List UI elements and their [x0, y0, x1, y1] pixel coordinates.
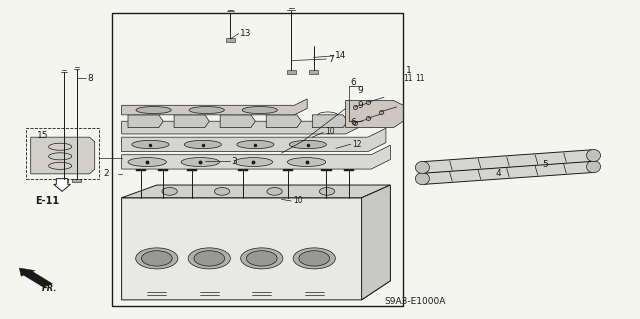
Bar — [158, 167, 168, 171]
Bar — [136, 167, 146, 171]
Text: 9: 9 — [357, 101, 363, 110]
Ellipse shape — [415, 161, 429, 174]
Circle shape — [162, 188, 177, 195]
Bar — [112, 13, 403, 306]
Ellipse shape — [181, 158, 220, 167]
Circle shape — [136, 248, 178, 269]
Text: 11: 11 — [415, 74, 424, 83]
Text: 9: 9 — [357, 86, 363, 95]
Polygon shape — [122, 145, 390, 169]
Text: 6: 6 — [350, 118, 356, 127]
Circle shape — [246, 251, 277, 266]
Bar — [72, 179, 81, 182]
Ellipse shape — [189, 107, 225, 114]
Text: 14: 14 — [335, 51, 347, 60]
Ellipse shape — [243, 107, 278, 114]
Text: 2: 2 — [103, 169, 109, 178]
Polygon shape — [122, 99, 307, 115]
Bar — [187, 167, 197, 171]
Text: 3: 3 — [232, 157, 237, 166]
Text: 10: 10 — [293, 197, 303, 205]
Circle shape — [241, 248, 283, 269]
Text: 5: 5 — [543, 160, 548, 169]
Text: 10: 10 — [325, 127, 335, 136]
Bar — [321, 167, 332, 171]
Ellipse shape — [289, 140, 326, 149]
Polygon shape — [122, 113, 362, 134]
Circle shape — [141, 251, 172, 266]
Polygon shape — [122, 198, 390, 300]
Polygon shape — [362, 185, 390, 300]
Circle shape — [299, 251, 330, 266]
Bar — [226, 38, 235, 42]
Text: S9A3-E1000A: S9A3-E1000A — [384, 297, 445, 306]
Polygon shape — [122, 185, 390, 198]
Ellipse shape — [234, 158, 273, 167]
FancyArrow shape — [54, 179, 70, 191]
Circle shape — [267, 188, 282, 195]
Polygon shape — [312, 115, 348, 128]
Text: 7: 7 — [328, 55, 334, 63]
Text: 1: 1 — [406, 66, 412, 75]
Bar — [60, 179, 68, 182]
Text: 12: 12 — [352, 140, 362, 149]
Ellipse shape — [415, 173, 429, 185]
Polygon shape — [420, 161, 595, 184]
Ellipse shape — [136, 107, 172, 114]
Bar — [26, 128, 99, 179]
Polygon shape — [420, 150, 595, 173]
FancyArrow shape — [19, 268, 52, 287]
Ellipse shape — [132, 140, 169, 149]
Polygon shape — [174, 115, 209, 128]
Text: FR.: FR. — [42, 284, 57, 293]
Ellipse shape — [287, 158, 326, 167]
Bar — [238, 167, 248, 171]
Circle shape — [194, 251, 225, 266]
Polygon shape — [122, 128, 386, 152]
Text: 15: 15 — [36, 131, 48, 140]
Ellipse shape — [128, 158, 166, 167]
Polygon shape — [220, 115, 255, 128]
Ellipse shape — [586, 160, 600, 173]
Bar — [283, 167, 293, 171]
Polygon shape — [128, 115, 163, 128]
Text: 11: 11 — [403, 74, 413, 83]
Text: E-11: E-11 — [35, 196, 60, 206]
Circle shape — [319, 188, 335, 195]
Circle shape — [188, 248, 230, 269]
Circle shape — [293, 248, 335, 269]
Bar — [309, 70, 318, 74]
Bar — [344, 167, 354, 171]
Text: 8: 8 — [88, 74, 93, 83]
Polygon shape — [346, 100, 403, 128]
Polygon shape — [266, 115, 301, 128]
Text: 6: 6 — [350, 78, 356, 87]
Text: 4: 4 — [496, 169, 502, 178]
Ellipse shape — [184, 140, 221, 149]
Text: 13: 13 — [240, 29, 252, 38]
Bar — [287, 70, 296, 74]
Circle shape — [214, 188, 230, 195]
Polygon shape — [31, 137, 95, 174]
Ellipse shape — [586, 149, 600, 161]
Ellipse shape — [237, 140, 274, 149]
